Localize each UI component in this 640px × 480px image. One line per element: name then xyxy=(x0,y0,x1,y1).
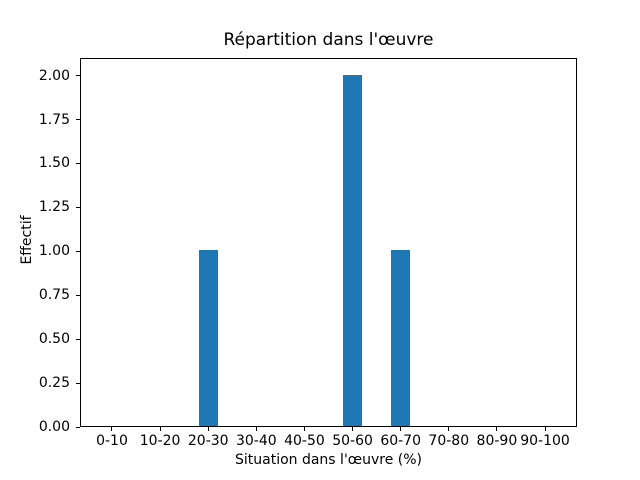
x-tick-label: 50-60 xyxy=(332,433,373,449)
y-tick-label: 1.50 xyxy=(38,155,70,172)
x-tick-mark xyxy=(111,427,113,431)
y-tick-mark xyxy=(76,382,80,384)
x-tick-label: 0-10 xyxy=(96,433,128,449)
x-tick-mark xyxy=(544,427,546,431)
y-tick-mark xyxy=(76,119,80,120)
y-tick-mark xyxy=(76,426,80,428)
bar-50-60 xyxy=(342,74,363,426)
x-tick-mark xyxy=(303,427,305,431)
x-tick-mark xyxy=(448,427,450,431)
x-tick-label: 30-40 xyxy=(235,433,277,449)
x-tick-mark xyxy=(207,427,209,431)
bar-20-30 xyxy=(198,250,218,426)
y-tick-mark xyxy=(76,250,80,252)
bar-60-70 xyxy=(391,250,411,426)
x-tick-mark xyxy=(400,427,402,431)
y-tick-mark xyxy=(76,206,80,208)
y-tick-mark xyxy=(76,162,80,164)
y-tick-label: 0.75 xyxy=(38,287,70,304)
x-tick-label: 60-70 xyxy=(380,433,421,449)
x-tick-mark xyxy=(255,427,257,431)
plot-area xyxy=(80,58,577,427)
x-tick-mark xyxy=(352,427,354,431)
x-tick-label: 70-80 xyxy=(428,433,470,449)
x-tick-label: 20-30 xyxy=(187,433,229,449)
x-tick-mark xyxy=(496,427,498,431)
y-tick-mark xyxy=(76,294,80,296)
y-tick-label: 0.00 xyxy=(38,419,70,435)
x-tick-label: 40-50 xyxy=(284,433,325,449)
x-axis-label: Situation dans l'œuvre (%) xyxy=(234,452,423,468)
x-tick-label: 10-20 xyxy=(139,433,181,449)
y-tick-label: 1.75 xyxy=(38,111,70,128)
y-tick-label: 2.00 xyxy=(38,67,70,84)
x-tick-label: 90-100 xyxy=(520,433,570,449)
y-tick-mark xyxy=(76,338,80,340)
y-tick-label: 1.00 xyxy=(38,243,70,260)
y-tick-label: 1.25 xyxy=(38,199,70,216)
y-tick-label: 0.25 xyxy=(38,375,70,392)
y-tick-mark xyxy=(76,75,80,77)
x-tick-label: 80-90 xyxy=(476,433,518,449)
x-tick-mark xyxy=(159,427,161,431)
y-tick-label: 0.50 xyxy=(38,331,70,348)
chart-title: Répartition dans l'œuvre xyxy=(223,30,434,50)
